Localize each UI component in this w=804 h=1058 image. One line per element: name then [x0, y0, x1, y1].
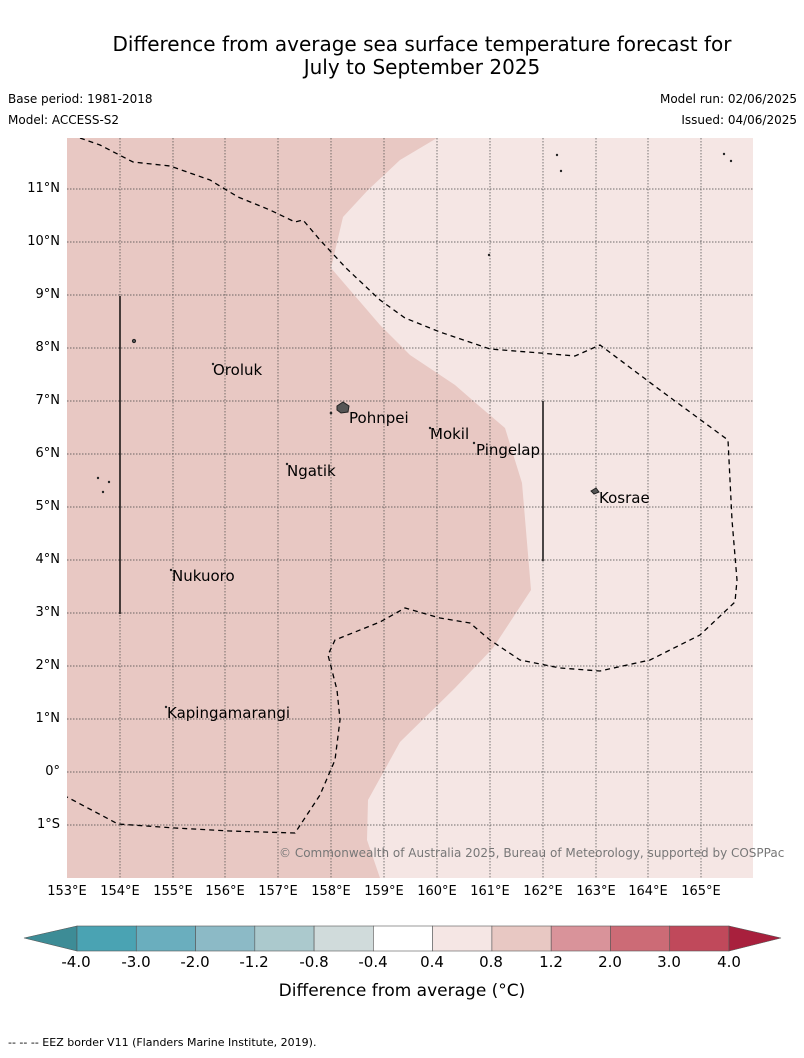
model-name: Model: ACCESS-S2	[8, 113, 120, 127]
colorbar-bin	[135, 925, 196, 952]
islet	[107, 480, 111, 484]
place-label-kosrae: Kosrae	[599, 489, 650, 507]
colorbar-bin	[254, 925, 315, 952]
place-label-nukuoro: Nukuoro	[172, 567, 235, 585]
lat-label: 0°	[45, 764, 60, 779]
title-line-1: Difference from average sea surface temp…	[112, 32, 732, 56]
islet	[729, 159, 733, 163]
colorbar-label: Difference from average (°C)	[278, 981, 526, 1001]
title-line-2: July to September 2025	[303, 55, 541, 79]
colorbar-bin	[669, 925, 730, 952]
islet	[131, 338, 137, 344]
colorbar-extend-low	[23, 925, 78, 952]
colorbar-tick: -3.0	[121, 953, 151, 971]
colorbar-tick: 4.0	[717, 953, 741, 971]
lat-label: 7°N	[35, 393, 61, 408]
graticule	[67, 138, 753, 878]
islet	[428, 426, 432, 430]
islet	[211, 362, 215, 366]
colorbar-bin	[373, 925, 433, 952]
lat-label: 8°N	[35, 340, 61, 355]
islet	[487, 253, 491, 257]
lon-label: 161°E	[470, 884, 510, 899]
colorbar-bin	[432, 925, 493, 952]
map-plot-area	[67, 138, 753, 878]
lon-label: 158°E	[311, 884, 351, 899]
lat-label: 1°S	[36, 817, 60, 832]
islet	[555, 153, 559, 157]
islet	[101, 490, 105, 494]
colorbar-tick: 0.4	[420, 953, 444, 971]
place-label-oroluk: Oroluk	[213, 361, 263, 379]
islands	[96, 152, 733, 709]
colorbar-bin	[195, 925, 256, 952]
lon-label: 160°E	[417, 884, 457, 899]
model-run: Model run: 02/06/2025	[659, 92, 797, 106]
lat-label: 6°N	[35, 446, 61, 461]
colorbar-tick: -1.2	[239, 953, 269, 971]
islet	[285, 462, 289, 466]
lon-label: 153°E	[47, 884, 87, 899]
lat-label: 9°N	[35, 287, 61, 302]
place-label-pohnpei: Pohnpei	[349, 409, 409, 427]
lat-label: 2°N	[35, 658, 61, 673]
colorbar-bin	[550, 925, 611, 952]
lat-label: 3°N	[35, 605, 61, 620]
islet	[722, 152, 726, 156]
eez-footnote: -- -- -- EEZ border V11 (Flanders Marine…	[8, 1036, 317, 1049]
pohnpei-island	[336, 401, 350, 414]
place-label-mokil: Mokil	[430, 425, 470, 443]
colorbar-tick: 2.0	[598, 953, 622, 971]
base-period: Base period: 1981-2018	[8, 92, 153, 106]
colorbar-extend-high	[728, 925, 782, 952]
lat-label: 1°N	[35, 711, 61, 726]
lon-label: 162°E	[523, 884, 563, 899]
lat-label: 5°N	[35, 499, 61, 514]
anomaly-0.4-0.8-region	[331, 138, 753, 878]
issued-date: Issued: 04/06/2025	[681, 113, 797, 127]
islet	[169, 568, 173, 572]
colorbar-tick: 1.2	[539, 953, 563, 971]
boundary-lines	[119, 296, 544, 614]
lon-label: 165°E	[681, 884, 721, 899]
islet	[559, 169, 563, 173]
colorbar-tick: -0.4	[358, 953, 388, 971]
map-title: Difference from average sea surface temp…	[0, 33, 804, 79]
eez-border	[67, 138, 738, 834]
lat-label: 10°N	[27, 234, 60, 249]
lon-label: 164°E	[628, 884, 668, 899]
lat-label: 4°N	[35, 552, 61, 567]
colorbar-tick: 3.0	[657, 953, 681, 971]
islet	[472, 441, 476, 445]
lat-label: 11°N	[27, 181, 60, 196]
colorbar-bin	[610, 925, 671, 952]
islet	[96, 476, 100, 480]
lon-label: 154°E	[100, 884, 140, 899]
place-label-ngatik: Ngatik	[287, 462, 336, 480]
lon-label: 155°E	[153, 884, 193, 899]
place-label-pingelap: Pingelap	[476, 441, 541, 459]
colorbar-bin	[76, 925, 137, 952]
colorbar-bin	[491, 925, 552, 952]
copyright-notice: © Commonwealth of Australia 2025, Bureau…	[279, 846, 785, 860]
lon-label: 163°E	[576, 884, 616, 899]
kosrae-island	[590, 487, 600, 495]
colorbar-bin	[313, 925, 374, 952]
colorbar-tick: -4.0	[61, 953, 91, 971]
islet	[329, 411, 333, 415]
colorbar-tick: -0.8	[299, 953, 329, 971]
colorbar-tick: -2.0	[180, 953, 210, 971]
lon-label: 156°E	[205, 884, 245, 899]
lon-label: 159°E	[364, 884, 404, 899]
colorbar-tick: 0.8	[479, 953, 503, 971]
islet	[164, 705, 168, 709]
lon-label: 157°E	[258, 884, 298, 899]
colorbar	[23, 925, 782, 952]
place-label-kapingamarangi: Kapingamarangi	[167, 704, 291, 722]
